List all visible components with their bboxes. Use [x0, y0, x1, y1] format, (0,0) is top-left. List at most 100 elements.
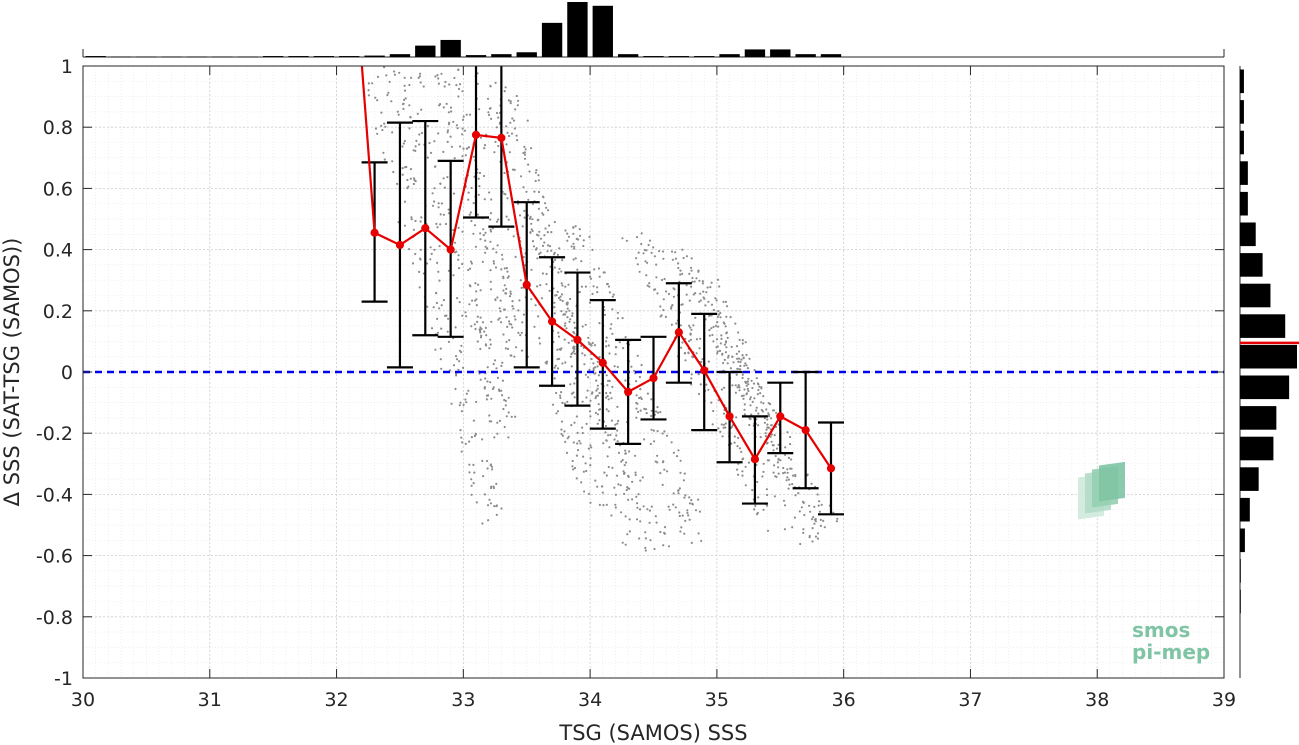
scatter-point: [502, 407, 505, 411]
scatter-point: [783, 504, 787, 507]
scatter-point: [595, 395, 598, 398]
scatter-point: [530, 228, 533, 231]
scatter-point: [814, 517, 817, 521]
scatter-point: [557, 271, 560, 274]
mean-marker: [750, 455, 760, 464]
scatter-point: [512, 235, 515, 238]
scatter-point: [662, 298, 665, 301]
scatter-point: [636, 502, 639, 505]
scatter-point: [719, 430, 722, 433]
scatter-point: [505, 340, 508, 343]
scatter-point: [689, 266, 693, 269]
scatter-point: [773, 464, 776, 467]
scatter-point: [635, 394, 638, 397]
scatter-point: [725, 305, 729, 308]
scatter-point: [743, 403, 746, 406]
scatter-point: [527, 198, 530, 201]
scatter-point: [742, 397, 745, 400]
scatter-point: [485, 247, 488, 250]
scatter-point: [740, 394, 744, 398]
scatter-point: [643, 407, 646, 410]
scatter-point: [723, 386, 726, 389]
scatter-point: [661, 483, 664, 486]
scatter-point: [725, 346, 728, 349]
scatter-point: [484, 326, 487, 329]
scatter-point: [690, 285, 693, 288]
scatter-point: [521, 321, 524, 324]
scatter-point: [603, 313, 607, 316]
scatter-point: [611, 385, 614, 388]
scatter-point: [501, 258, 504, 261]
mean-marker: [649, 374, 658, 383]
scatter-point: [711, 423, 714, 426]
scatter-point: [690, 269, 693, 272]
scatter-point: [783, 528, 787, 531]
scatter-point: [697, 269, 700, 272]
right-hist-bar: [1240, 161, 1248, 185]
scatter-point: [594, 366, 597, 369]
scatter-point: [481, 459, 484, 462]
scatter-point: [615, 434, 618, 437]
scatter-point: [470, 262, 473, 265]
scatter-point: [462, 147, 465, 150]
scatter-point: [513, 315, 516, 318]
scatter-point: [766, 426, 769, 429]
scatter-point: [560, 310, 563, 313]
scatter-point: [616, 422, 619, 425]
scatter-point: [457, 226, 460, 229]
scatter-point: [495, 505, 498, 508]
scatter-point: [635, 407, 638, 410]
scatter-point: [508, 151, 511, 154]
scatter-point: [537, 218, 540, 221]
scatter-point: [385, 74, 388, 77]
top-hist-bar: [110, 56, 132, 58]
scatter-point: [624, 452, 628, 455]
scatter-point: [434, 75, 437, 78]
scatter-point: [755, 377, 758, 380]
scatter-point: [614, 346, 618, 349]
scatter-point: [596, 365, 599, 368]
scatter-point: [440, 202, 443, 205]
scatter-point: [452, 192, 456, 195]
scatter-point: [489, 502, 492, 505]
scatter-point: [627, 475, 630, 478]
scatter-point: [611, 332, 614, 335]
scatter-point: [639, 388, 642, 391]
scatter-point: [711, 333, 714, 337]
scatter-point: [415, 139, 418, 142]
scatter-point: [630, 365, 633, 368]
mean-line-path: [360, 65, 832, 470]
scatter-point: [457, 68, 460, 71]
scatter-point: [598, 356, 601, 359]
scatter-point: [772, 449, 775, 452]
scatter-point: [596, 422, 599, 425]
scatter-point: [509, 102, 512, 105]
scatter-point: [414, 219, 417, 223]
scatter-point: [724, 426, 727, 429]
scatter-point: [618, 341, 621, 344]
scatter-point: [635, 518, 639, 521]
scatter-point: [694, 292, 697, 295]
scatter-point: [654, 515, 657, 518]
scatter-point: [627, 498, 630, 501]
scatter-point: [754, 504, 757, 507]
scatter-point: [583, 354, 586, 357]
scatter-point: [609, 433, 612, 436]
scatter-point: [520, 286, 523, 289]
scatter-point: [565, 327, 568, 330]
scatter-point: [448, 83, 451, 86]
scatter-point: [744, 362, 747, 365]
scatter-point: [701, 280, 705, 283]
mean-marker: [700, 366, 709, 375]
scatter-point: [574, 377, 577, 380]
right-hist-bar: [1240, 253, 1263, 277]
scatter-point: [429, 151, 433, 154]
scatter-point: [566, 437, 569, 440]
scatter-point: [509, 100, 512, 103]
scatter-point: [645, 274, 648, 277]
scatter-point: [622, 347, 625, 350]
scatter-point: [667, 292, 671, 296]
scatter-point: [588, 410, 592, 413]
scatter-point: [638, 508, 642, 511]
scatter-point: [576, 431, 579, 434]
